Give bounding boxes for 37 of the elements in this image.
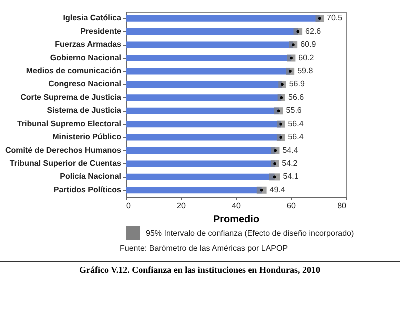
data-label: 55.6 [286,106,302,116]
x-tick-label: 60 [287,202,296,210]
text: Gráfico V.12. Confianza en las instituciones en Honduras, 2010 [0,261,400,275]
data-label: 59.8 [298,66,314,76]
source-note: Fuente: Barómetro de las Américas por LAPOP [120,244,290,253]
y-tick-label: Medios de comunicación [26,66,122,76]
y-tick-label: Gobierno Nacional [50,53,122,62]
data-label: 60.2 [298,53,315,62]
data-label: 54.2 [282,158,298,168]
x-tick-label: 20 [177,202,186,210]
y-tick-label: Tribunal Supremo Electoral [17,119,122,128]
y-tick-label: Presidente [80,26,122,36]
y-tick-label: Sistema de Justicia [47,106,122,116]
data-label: 54.1 [283,172,300,182]
y-tick-label: Policía Nacional [60,172,122,182]
y-tick-label: Congreso Nacional [48,80,122,89]
x-tick-label: 80 [338,202,348,210]
data-label: 56.6 [288,92,305,102]
y-tick-label: Ministerio Público [52,132,122,142]
data-label: 56.4 [288,119,304,128]
x-tick-label: 0 [126,202,132,210]
data-label: 62.6 [306,26,322,36]
y-tick-label: Corte Suprema de Justicia [20,92,122,102]
data-label: 60.9 [300,40,317,50]
y-tick-label: Tribunal Superior de Cuentas [10,158,122,168]
x-axis-title: Promedio [213,214,260,226]
data-label: 54.4 [282,146,299,155]
text: 95% Intervalo de confianza (Efecto de diseño incorporado) [146,228,354,238]
y-tick-label: Partidos Políticos [54,185,122,194]
y-tick-label: Fuerzas Armadas [55,40,122,50]
data-label: 56.4 [288,132,304,142]
data-label: 70.5 [327,14,344,23]
y-tick-label: Iglesia Católica [63,14,122,23]
y-tick-label: Comité de Derechos Humanos [5,146,122,155]
x-tick-label: 40 [232,202,242,210]
data-label: 49.4 [270,185,286,194]
data-label: 56.9 [289,80,306,89]
